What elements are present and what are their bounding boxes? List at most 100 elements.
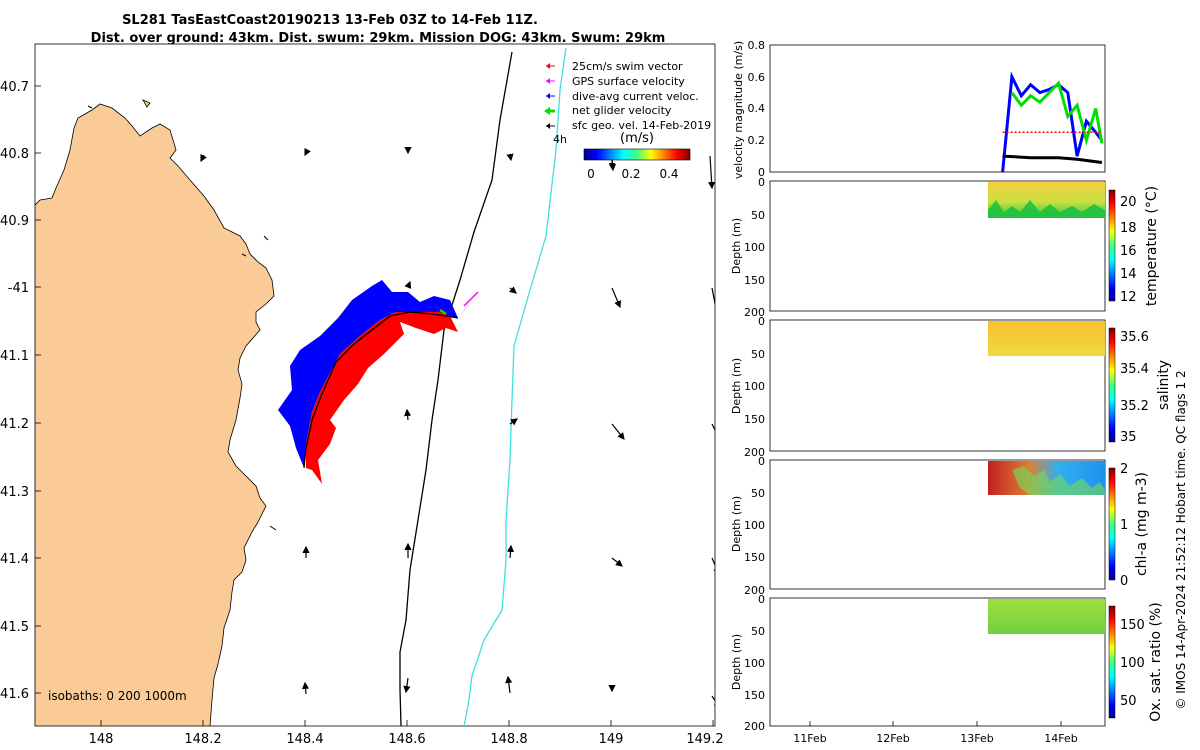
depth-ytick: 50	[751, 209, 765, 222]
sfc-arrow	[506, 153, 514, 162]
depth-ytick: 0	[758, 593, 765, 606]
speed-colorbar	[583, 148, 691, 161]
legend-sfc-head	[546, 123, 550, 129]
sfc-arrow	[301, 681, 310, 695]
time-tick: 14Feb	[1044, 732, 1077, 745]
map-tick-marks	[35, 85, 714, 726]
depth-ytick: 200	[744, 306, 765, 319]
island-5	[269, 525, 277, 531]
velocity-panel: 0 0.2 0.4 0.6 0.8 velocity magnitude (m/…	[732, 39, 1106, 179]
sfc-arrow	[505, 675, 513, 694]
velocity-frame	[769, 44, 1106, 173]
depth-ytick: 100	[744, 519, 765, 532]
salinity-cbar-ticks: 35 35.2 35.4 35.6	[1120, 330, 1149, 445]
legend-glider-head	[544, 107, 550, 115]
temperature-colorbar	[1108, 189, 1116, 302]
oxygen-cbar-label: Ox. sat. ratio (%)	[1148, 602, 1164, 721]
sfc-arrow	[711, 423, 715, 442]
sfc-arrow	[506, 544, 515, 559]
velocity-ylabel: velocity magnitude (m/s)	[732, 41, 745, 179]
map-xtick: 148.4	[286, 732, 323, 747]
gps-surface-velocity-mark	[463, 291, 479, 307]
legend-swim-label: 25cm/s swim vector	[572, 60, 683, 73]
salinity-ylabel: Depth (m)	[730, 358, 743, 414]
chla-panel: 0 50 100 150 200 Depth (m) 0 1 2 chl-a (…	[730, 455, 1150, 597]
land-tasmania	[35, 103, 275, 726]
velocity-series-line-3	[1002, 154, 1103, 164]
chla-cbar-label: chl-a (mg m-3)	[1134, 472, 1150, 576]
chla-cbar-ticks: 0 1 2	[1120, 462, 1128, 589]
sfc-arrow	[404, 408, 412, 421]
salinity-data	[988, 321, 1105, 356]
sfc-arrow	[708, 155, 715, 190]
map-xtick: 149	[599, 732, 624, 747]
depth-ytick: 50	[751, 348, 765, 361]
sfc-arrow	[304, 148, 311, 157]
temperature-panel: 0 50 100 150 200 Depth (m) 12 14 16 18 2…	[730, 176, 1160, 319]
map-ytick: 41.6	[0, 687, 29, 702]
sfc-arrow	[404, 280, 412, 289]
oxygen-panel: 0 50 100 150 200 Depth (m) 50 100 150 Ox…	[730, 593, 1164, 733]
sfc-arrow	[711, 557, 715, 576]
sfc-arrow	[711, 695, 715, 709]
oxygen-ylabel: Depth (m)	[730, 634, 743, 690]
depth-ytick: 50	[751, 625, 765, 638]
glider-track	[303, 311, 459, 469]
sfc-arrow	[611, 557, 623, 567]
time-axis: 11Feb 12Feb 13Feb 14Feb	[793, 721, 1078, 745]
imos-footer: © IMOS 14-Apr-2024 21:52:12 Hobart time.…	[1174, 370, 1188, 709]
velocity-series-line-1	[1010, 80, 1104, 146]
legend-gps-head	[546, 78, 550, 84]
island-4	[241, 253, 247, 257]
temperature-cbar-tick: 18	[1120, 221, 1137, 236]
chla-cbar-tick: 1	[1120, 518, 1128, 533]
oxygen-cbar-tick: 50	[1120, 694, 1137, 709]
depth-ytick: 150	[744, 274, 765, 287]
colorbar-units-label: (m/s)	[620, 131, 654, 146]
depth-ytick: 0	[758, 176, 765, 189]
chla-ylabel: Depth (m)	[730, 496, 743, 552]
map-x-tick-labels: 148 148.2 148.4 148.6 148.8 149 149.2	[89, 732, 724, 747]
legend-glider-label: net glider velocity	[572, 104, 672, 117]
legend-swim-head	[546, 63, 550, 69]
map-ytick: 40.9	[0, 214, 29, 229]
chla-data-texture	[1012, 466, 1105, 495]
temperature-cbar-tick: 20	[1120, 195, 1137, 210]
colorbar-tick: 0	[587, 167, 595, 181]
depth-ytick: 0	[758, 455, 765, 468]
map-panel: 148 148.2 148.4 148.6 148.8 149 149.2 40…	[0, 43, 724, 747]
velocity-ytick-labels: 0 0.2 0.4 0.6 0.8	[748, 39, 766, 179]
chla-cbar-tick: 0	[1120, 574, 1128, 589]
net-glider-velocity-mark	[439, 308, 447, 316]
velocity-ytick: 0.4	[748, 102, 766, 115]
depth-ytick: 0	[758, 315, 765, 328]
salinity-cbar-tick: 35.4	[1120, 362, 1149, 377]
velocity-ytick: 0	[758, 166, 765, 179]
salinity-colorbar	[1108, 327, 1116, 443]
sfc-arrow	[403, 677, 411, 694]
swim-vector-field	[306, 312, 458, 484]
depth-ytick: 100	[744, 241, 765, 254]
salinity-panel: 0 50 100 150 200 Depth (m) 35 35.2 35.4 …	[730, 315, 1172, 459]
isobath-200m	[399, 51, 513, 726]
isobaths-label: isobaths: 0 200 1000m	[48, 689, 187, 703]
sfc-arrow	[611, 423, 625, 440]
sfc-geo-velocity-arrows	[200, 147, 715, 709]
salinity-cbar-tick: 35	[1120, 430, 1137, 445]
map-ytick: 41.4	[0, 552, 29, 567]
depth-ytick: 150	[744, 413, 765, 426]
oxygen-cbar-tick: 150	[1120, 618, 1145, 633]
legend-gps-label: GPS surface velocity	[572, 75, 685, 88]
map-ytick: 41.3	[0, 485, 29, 500]
depth-ytick: 50	[751, 487, 765, 500]
island-2	[87, 105, 93, 109]
temperature-cbar-tick: 16	[1120, 244, 1137, 259]
chla-colorbar	[1108, 467, 1116, 581]
map-y-tick-labels: 40.7 40.8 40.9 -41 41.1 41.2 41.3 41.4 4…	[0, 80, 29, 702]
map-ytick: 41.1	[0, 349, 29, 364]
map-ytick: 41.5	[0, 620, 29, 635]
legend-4h-label: 4h	[553, 133, 567, 146]
sfc-arrow	[509, 418, 518, 426]
island-3	[263, 235, 269, 241]
